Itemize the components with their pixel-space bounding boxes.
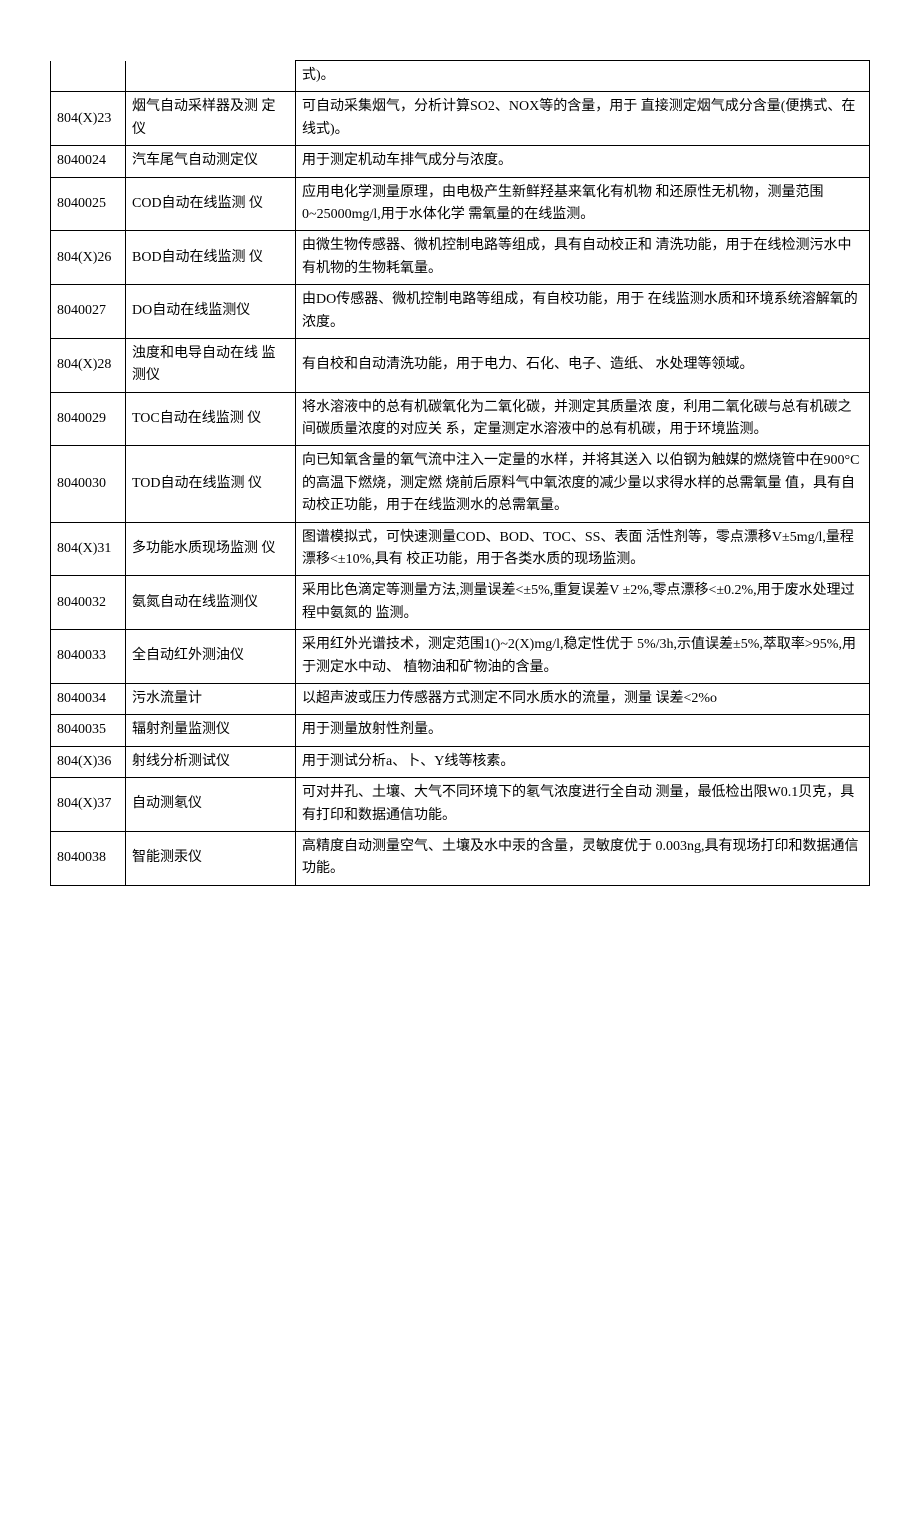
name-cell: DO自动在线监测仪 <box>126 285 296 339</box>
code-cell: 8040035 <box>51 715 126 746</box>
desc-cell: 采用比色滴定等测量方法,测量误差<±5%,重复误差V ±2%,零点漂移<±0.2… <box>296 576 870 630</box>
name-cell: 射线分析测试仪 <box>126 746 296 777</box>
table-row: 8040024汽车尾气自动测定仪用于测定机动车排气成分与浓度。 <box>51 146 870 177</box>
name-cell <box>126 61 296 92</box>
name-cell: COD自动在线监测 仪 <box>126 177 296 231</box>
code-cell: 8040032 <box>51 576 126 630</box>
code-cell: 804(X)28 <box>51 338 126 392</box>
table-row: 8040025COD自动在线监测 仪应用电化学测量原理，由电极产生新鲜羟基来氧化… <box>51 177 870 231</box>
desc-cell: 用于测定机动车排气成分与浓度。 <box>296 146 870 177</box>
code-cell: 804(X)36 <box>51 746 126 777</box>
name-cell: 污水流量计 <box>126 683 296 714</box>
table-body: 式)。804(X)23烟气自动采样器及测 定 仪可自动采集烟气，分析计算SO2、… <box>51 61 870 886</box>
table-row: 8040027DO自动在线监测仪由DO传感器、微机控制电路等组成，有自校功能，用… <box>51 285 870 339</box>
name-cell: 烟气自动采样器及测 定 仪 <box>126 92 296 146</box>
table-row: 804(X)23烟气自动采样器及测 定 仪可自动采集烟气，分析计算SO2、NOX… <box>51 92 870 146</box>
code-cell: 804(X)23 <box>51 92 126 146</box>
table-row: 804(X)26BOD自动在线监测 仪由微生物传感器、微机控制电路等组成，具有自… <box>51 231 870 285</box>
code-cell: 8040029 <box>51 392 126 446</box>
desc-cell: 可对井孔、土壤、大气不同环境下的氡气浓度进行全自动 测量，最低检出限W0.1贝克… <box>296 778 870 832</box>
table-row: 8040030TOD自动在线监测 仪向已知氧含量的氧气流中注入一定量的水样，并将… <box>51 446 870 522</box>
table-row: 8040033全自动红外测油仪采用红外光谱技术，测定范围1()~2(X)mg/l… <box>51 630 870 684</box>
code-cell: 8040033 <box>51 630 126 684</box>
product-table: 式)。804(X)23烟气自动采样器及测 定 仪可自动采集烟气，分析计算SO2、… <box>50 60 870 886</box>
desc-cell: 高精度自动测量空气、土壤及水中汞的含量，灵敏度优于 0.003ng,具有现场打印… <box>296 831 870 885</box>
code-cell: 8040027 <box>51 285 126 339</box>
name-cell: 自动测氡仪 <box>126 778 296 832</box>
table-row: 804(X)31多功能水质现场监测 仪图谱模拟式，可快速测量COD、BOD、TO… <box>51 522 870 576</box>
code-cell: 804(X)31 <box>51 522 126 576</box>
code-cell: 8040025 <box>51 177 126 231</box>
desc-cell: 由DO传感器、微机控制电路等组成，有自校功能，用于 在线监测水质和环境系统溶解氧… <box>296 285 870 339</box>
code-cell: 804(X)37 <box>51 778 126 832</box>
desc-cell: 以超声波或压力传感器方式测定不同水质水的流量，测量 误差<2%o <box>296 683 870 714</box>
table-row: 8040038智能测汞仪高精度自动测量空气、土壤及水中汞的含量，灵敏度优于 0.… <box>51 831 870 885</box>
code-cell: 8040024 <box>51 146 126 177</box>
table-row: 8040029TOC自动在线监测 仪将水溶液中的总有机碳氧化为二氧化碳，并测定其… <box>51 392 870 446</box>
name-cell: 全自动红外测油仪 <box>126 630 296 684</box>
desc-cell: 式)。 <box>296 61 870 92</box>
desc-cell: 将水溶液中的总有机碳氧化为二氧化碳，并测定其质量浓 度，利用二氧化碳与总有机碳之… <box>296 392 870 446</box>
name-cell: TOC自动在线监测 仪 <box>126 392 296 446</box>
table-row: 8040032氨氮自动在线监测仪采用比色滴定等测量方法,测量误差<±5%,重复误… <box>51 576 870 630</box>
name-cell: 智能测汞仪 <box>126 831 296 885</box>
name-cell: TOD自动在线监测 仪 <box>126 446 296 522</box>
code-cell: 8040030 <box>51 446 126 522</box>
desc-cell: 由微生物传感器、微机控制电路等组成，具有自动校正和 清洗功能，用于在线检测污水中… <box>296 231 870 285</box>
name-cell: 辐射剂量监测仪 <box>126 715 296 746</box>
code-cell <box>51 61 126 92</box>
name-cell: 汽车尾气自动测定仪 <box>126 146 296 177</box>
name-cell: 氨氮自动在线监测仪 <box>126 576 296 630</box>
desc-cell: 可自动采集烟气，分析计算SO2、NOX等的含量，用于 直接测定烟气成分含量(便携… <box>296 92 870 146</box>
desc-cell: 有自校和自动清洗功能，用于电力、石化、电子、造纸、 水处理等领域。 <box>296 338 870 392</box>
desc-cell: 向已知氧含量的氧气流中注入一定量的水样，并将其送入 以伯钢为触媒的燃烧管中在90… <box>296 446 870 522</box>
table-row: 804(X)36射线分析测试仪用于测试分析a、卜、Y线等核素。 <box>51 746 870 777</box>
desc-cell: 采用红外光谱技术，测定范围1()~2(X)mg/l,稳定性优于 5%/3h,示值… <box>296 630 870 684</box>
desc-cell: 应用电化学测量原理，由电极产生新鲜羟基来氧化有机物 和还原性无机物，测量范围0~… <box>296 177 870 231</box>
name-cell: BOD自动在线监测 仪 <box>126 231 296 285</box>
desc-cell: 用于测试分析a、卜、Y线等核素。 <box>296 746 870 777</box>
table-row: 式)。 <box>51 61 870 92</box>
table-row: 8040034污水流量计以超声波或压力传感器方式测定不同水质水的流量，测量 误差… <box>51 683 870 714</box>
desc-cell: 用于测量放射性剂量。 <box>296 715 870 746</box>
desc-cell: 图谱模拟式，可快速测量COD、BOD、TOC、SS、表面 活性剂等，零点漂移V±… <box>296 522 870 576</box>
name-cell: 多功能水质现场监测 仪 <box>126 522 296 576</box>
code-cell: 8040038 <box>51 831 126 885</box>
code-cell: 8040034 <box>51 683 126 714</box>
table-row: 804(X)28浊度和电导自动在线 监 测仪有自校和自动清洗功能，用于电力、石化… <box>51 338 870 392</box>
table-row: 8040035辐射剂量监测仪用于测量放射性剂量。 <box>51 715 870 746</box>
table-row: 804(X)37自动测氡仪可对井孔、土壤、大气不同环境下的氡气浓度进行全自动 测… <box>51 778 870 832</box>
name-cell: 浊度和电导自动在线 监 测仪 <box>126 338 296 392</box>
code-cell: 804(X)26 <box>51 231 126 285</box>
